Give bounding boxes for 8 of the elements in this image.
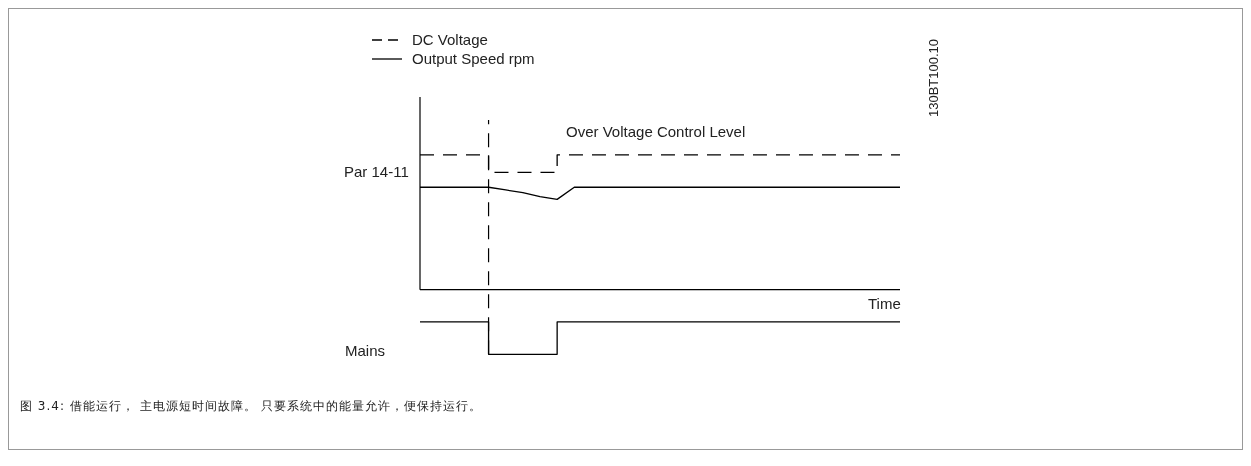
caption: 图 3.4: 借能运行， 主电源短时间故障。 只要系统中的能量允许，便保持运行。 [20,398,483,415]
text: Over Voltage Control Level [566,123,746,140]
legend-label: DC Voltage [412,31,488,48]
text: 130BT100.10 [926,38,941,117]
text: Par 14-11 [344,163,409,180]
legend-label: Output Speed rpm [412,50,535,67]
x-axis-title: Time [868,294,901,312]
text: Mains [345,341,386,359]
